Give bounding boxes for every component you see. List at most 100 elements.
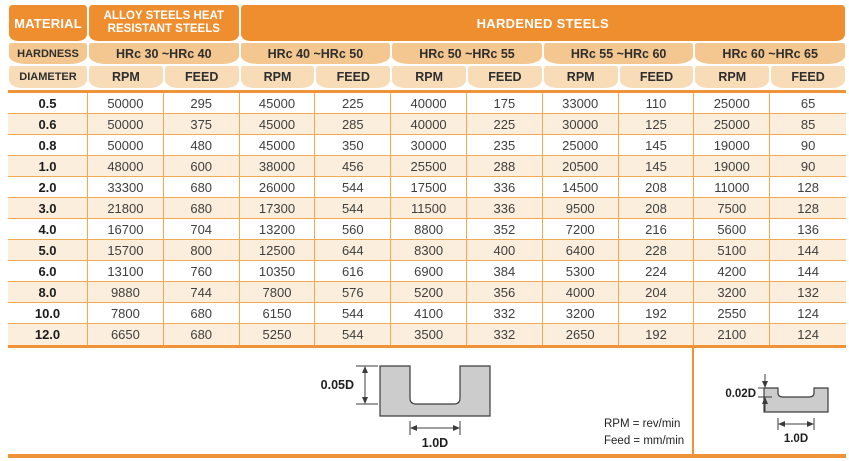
feed-value-cell: 544 xyxy=(315,198,392,219)
feed-value-cell: 192 xyxy=(618,303,695,324)
rpm-value-cell: 11000 xyxy=(694,177,771,198)
feed-column-header: FEED xyxy=(467,66,543,88)
feed-value-cell: 616 xyxy=(315,261,392,282)
rpm-value-cell: 4000 xyxy=(542,282,619,303)
feed-column-header: FEED xyxy=(770,66,846,88)
rpm-value-cell: 25000 xyxy=(694,114,771,135)
material-header: MATERIAL xyxy=(8,5,88,41)
feed-value-cell: 544 xyxy=(315,177,392,198)
width-dimension-label: 1.0D xyxy=(784,433,808,445)
rpm-value-cell: 13100 xyxy=(88,261,164,282)
arrow-left-icon xyxy=(778,421,785,427)
diameter-cell: 4.0 xyxy=(8,219,88,240)
arrow-right-icon xyxy=(807,421,814,427)
feed-value-cell: 400 xyxy=(467,240,543,261)
table-row: 0.6 50000 375 45000 285 40000 225 30000 125 25000… xyxy=(8,114,846,135)
feed-value-cell: 124 xyxy=(770,303,846,324)
units-legend: RPM = rev/min Feed = mm/min xyxy=(604,416,684,449)
diameter-cell: 12.0 xyxy=(8,324,88,345)
feed-value-cell: 680 xyxy=(163,324,240,345)
rpm-value-cell: 2650 xyxy=(542,324,619,345)
rpm-value-cell: 33000 xyxy=(542,93,619,114)
rpm-value-cell: 6900 xyxy=(391,261,467,282)
rpm-value-cell: 7800 xyxy=(88,303,164,324)
arrow-up-icon xyxy=(762,397,768,404)
feed-value-cell: 600 xyxy=(163,156,240,177)
rpm-value-cell: 40000 xyxy=(391,93,467,114)
rpm-value-cell: 48000 xyxy=(88,156,164,177)
rpm-value-cell: 17300 xyxy=(239,198,316,219)
rpm-value-cell: 26000 xyxy=(239,177,316,198)
rpm-value-cell: 5200 xyxy=(391,282,467,303)
feed-value-cell: 225 xyxy=(467,114,543,135)
rpm-column-header: RPM xyxy=(391,66,467,88)
diameter-cell: 5.0 xyxy=(8,240,88,261)
rpm-value-cell: 50000 xyxy=(88,135,164,156)
feed-value-cell: 760 xyxy=(163,261,240,282)
feed-value-cell: 356 xyxy=(467,282,543,303)
rpm-value-cell: 11500 xyxy=(391,198,467,219)
feed-value-cell: 480 xyxy=(163,135,240,156)
rpm-value-cell: 8300 xyxy=(391,240,467,261)
rpm-column-header: RPM xyxy=(542,66,619,88)
feed-value-cell: 175 xyxy=(467,93,543,114)
rpm-column-header: RPM xyxy=(88,66,164,88)
rpm-value-cell: 33300 xyxy=(88,177,164,198)
footer-diagram-area: 0.05D 1.0D RPM = rev/min Feed = mm/min xyxy=(8,346,846,454)
diameter-cell: 0.6 xyxy=(8,114,88,135)
feed-value-cell: 375 xyxy=(163,114,240,135)
feed-value-cell: 235 xyxy=(467,135,543,156)
feed-value-cell: 144 xyxy=(770,261,846,282)
table-row: 10.0 7800 680 6150 544 4100 332 3200 192 2550 124 xyxy=(8,303,846,324)
feed-value-cell: 680 xyxy=(163,177,240,198)
rpm-value-cell: 17500 xyxy=(391,177,467,198)
feed-value-cell: 224 xyxy=(618,261,695,282)
slot-profile-shape xyxy=(379,365,491,417)
feed-value-cell: 85 xyxy=(770,114,846,135)
table-row: 8.0 9880 744 7800 576 5200 356 4000 204 3200 132 xyxy=(8,282,846,303)
feed-value-cell: 544 xyxy=(315,324,392,345)
feed-column-header: FEED xyxy=(315,66,392,88)
depth-dimension-label: 0.05D xyxy=(321,378,354,392)
arrow-up-icon xyxy=(362,366,368,373)
rpm-value-cell: 2550 xyxy=(694,303,771,324)
feed-value-cell: 128 xyxy=(770,177,846,198)
feed-value-cell: 644 xyxy=(315,240,392,261)
feed-value-cell: 295 xyxy=(163,93,240,114)
rpm-value-cell: 45000 xyxy=(239,93,316,114)
feed-value-cell: 332 xyxy=(467,303,543,324)
rpm-value-cell: 40000 xyxy=(391,114,467,135)
feed-value-cell: 680 xyxy=(163,198,240,219)
feed-value-cell: 576 xyxy=(315,282,392,303)
diameter-cell: 6.0 xyxy=(8,261,88,282)
hardness-range-3: HRc 50 ~HRc 55 xyxy=(391,43,543,64)
feed-value-cell: 145 xyxy=(618,156,695,177)
rpm-units-note: RPM = rev/min xyxy=(604,418,681,430)
rpm-value-cell: 21800 xyxy=(88,198,164,219)
diameter-row-label: DIAMETER xyxy=(8,66,88,88)
feed-value-cell: 336 xyxy=(467,198,543,219)
feed-value-cell: 204 xyxy=(618,282,695,303)
feed-column-header: FEED xyxy=(618,66,695,88)
rpm-value-cell: 5250 xyxy=(239,324,316,345)
rpm-value-cell: 5100 xyxy=(694,240,771,261)
feed-value-cell: 132 xyxy=(770,282,846,303)
table-body: 0.5 50000 295 45000 225 40000 175 33000 110 25000… xyxy=(8,90,846,348)
rpm-value-cell: 19000 xyxy=(694,135,771,156)
feed-value-cell: 544 xyxy=(315,303,392,324)
slot-depth-diagram-shallow: 0.02D 1.0D xyxy=(725,374,829,445)
rpm-value-cell: 3200 xyxy=(542,303,619,324)
rpm-value-cell: 19000 xyxy=(694,156,771,177)
feed-value-cell: 192 xyxy=(618,324,695,345)
rpm-value-cell: 7200 xyxy=(542,219,619,240)
width-dimension-lines xyxy=(409,421,461,435)
feed-value-cell: 384 xyxy=(467,261,543,282)
rpm-value-cell: 25000 xyxy=(542,135,619,156)
feed-value-cell: 704 xyxy=(163,219,240,240)
table-row: 2.0 33300 680 26000 544 17500 336 14500 208 11000… xyxy=(8,177,846,198)
rpm-value-cell: 45000 xyxy=(239,114,316,135)
rpm-value-cell: 45000 xyxy=(239,135,316,156)
rpm-value-cell: 5300 xyxy=(542,261,619,282)
diameter-cell: 10.0 xyxy=(8,303,88,324)
